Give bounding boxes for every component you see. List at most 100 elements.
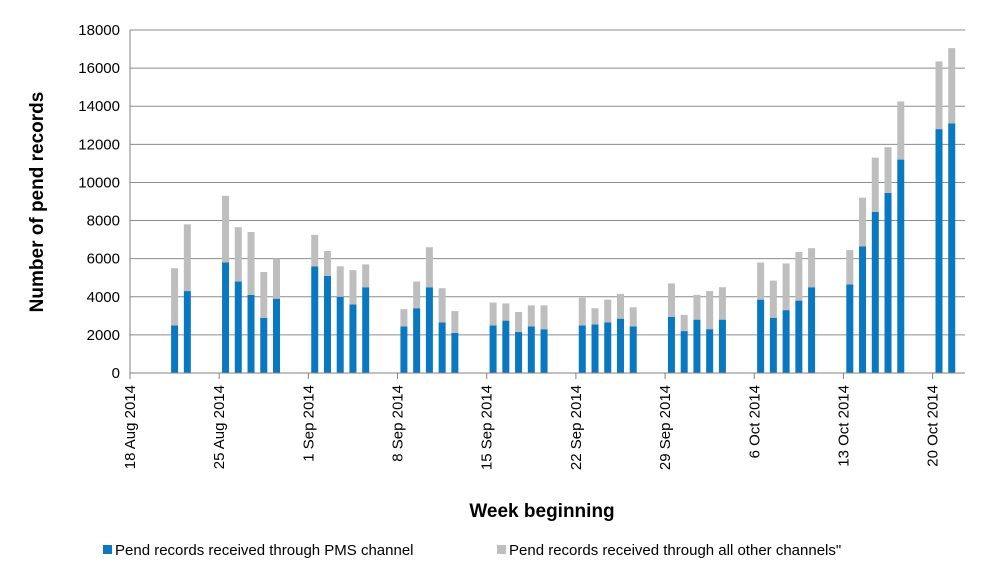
legend-label-other: Pend records received through all other … [509, 542, 841, 559]
bar-other [948, 48, 956, 124]
bar-other [616, 293, 624, 319]
bar-other [769, 280, 777, 318]
bar-pms [323, 275, 331, 373]
bar-other [413, 281, 421, 309]
y-tick-label: 10000 [78, 174, 120, 191]
bar-other [183, 224, 191, 292]
bar-other [629, 307, 637, 327]
bar-other [425, 247, 433, 288]
bar-pms [935, 129, 943, 373]
bar-pms [502, 320, 510, 373]
bars [171, 48, 956, 373]
bar-pms [451, 332, 459, 373]
bar-pms [489, 325, 497, 373]
bar-pms [718, 319, 726, 373]
bar-other [604, 299, 612, 323]
bar-other [502, 303, 510, 321]
bar-other [884, 147, 892, 193]
bar-pms [948, 123, 956, 373]
bar-other [540, 305, 548, 330]
bar-pms [680, 331, 688, 373]
x-tick-label: 18 Aug 2014 [122, 385, 139, 469]
legend-swatch-pms [103, 545, 112, 554]
x-tick-label: 8 Sep 2014 [390, 385, 407, 462]
bar-pms [336, 296, 344, 373]
y-tick-label: 4000 [87, 289, 120, 306]
bar-other [260, 272, 268, 318]
bar-pms [273, 298, 281, 373]
bar-pms [782, 310, 790, 373]
bar-other [795, 251, 803, 301]
x-tick-label: 20 Oct 2014 [925, 385, 942, 467]
bar-pms [260, 317, 268, 373]
bar-pms [616, 318, 624, 373]
bar-other [171, 268, 179, 326]
bar-other [489, 302, 497, 326]
y-tick-label: 12000 [78, 136, 120, 153]
bar-pms [846, 284, 854, 373]
bar-pms [667, 316, 675, 373]
bar-pms [311, 266, 319, 373]
bar-other [680, 314, 688, 332]
y-tick-label: 16000 [78, 60, 120, 77]
y-tick-label: 0 [112, 365, 120, 382]
bar-other [515, 312, 523, 333]
bar-pms [438, 322, 446, 373]
bar-pms [795, 300, 803, 373]
legend-swatch-other [497, 545, 506, 554]
bar-other [667, 283, 675, 317]
bar-pms [706, 329, 714, 373]
bar-pms [362, 287, 370, 373]
bar-pms [527, 326, 535, 373]
x-tick-label: 6 Oct 2014 [746, 385, 763, 458]
x-tick-label: 13 Oct 2014 [835, 385, 852, 467]
x-tick-labels: 18 Aug 2014 25 Aug 2014 1 Sep 2014 8 Sep 20… [122, 373, 942, 470]
bar-pms [425, 287, 433, 373]
bar-pms [515, 332, 523, 373]
y-tick-label: 14000 [78, 98, 120, 115]
bar-other [706, 291, 714, 330]
bar-other [247, 231, 255, 295]
bar-other [846, 250, 854, 285]
gridlines [130, 29, 965, 336]
bar-pms [247, 294, 255, 373]
bar-other [871, 157, 879, 212]
bar-pms [578, 325, 586, 373]
bar-pms [171, 325, 179, 373]
bar-pms [897, 159, 905, 373]
bar-other [451, 311, 459, 333]
bar-pms [693, 319, 701, 373]
bar-other [336, 266, 344, 297]
bar-pms [757, 299, 765, 373]
bar-other [349, 270, 357, 305]
bar-other [222, 195, 230, 263]
x-tick-label: 1 Sep 2014 [300, 385, 317, 462]
legend-label-pms: Pend records received through PMS channe… [115, 542, 414, 559]
y-axis-title: Number of pend records [27, 92, 48, 313]
legend: Pend records received through PMS channe… [103, 542, 841, 559]
bar-other [591, 308, 599, 325]
bar-pms [769, 317, 777, 373]
bar-pms [629, 326, 637, 373]
bar-pms [400, 326, 408, 373]
bar-other [718, 287, 726, 320]
x-tick-label: 15 Sep 2014 [479, 385, 496, 470]
x-axis-title: Week beginning [469, 501, 614, 522]
bar-pms [808, 287, 816, 373]
bar-other [438, 288, 446, 323]
bar-other [323, 251, 331, 276]
bar-pms [591, 324, 599, 373]
bar-other [897, 101, 905, 160]
x-tick-label: 25 Aug 2014 [211, 385, 228, 469]
bar-pms [871, 211, 879, 373]
bar-pms [540, 329, 548, 373]
bar-pms [604, 322, 612, 373]
bar-other [859, 197, 867, 247]
bar-other [362, 264, 370, 288]
bar-other [808, 248, 816, 288]
y-tick-label: 2000 [87, 327, 120, 344]
x-tick-label: 29 Sep 2014 [657, 385, 674, 470]
bar-other [273, 258, 281, 299]
bar-pms [183, 291, 191, 373]
bar-other [782, 263, 790, 311]
